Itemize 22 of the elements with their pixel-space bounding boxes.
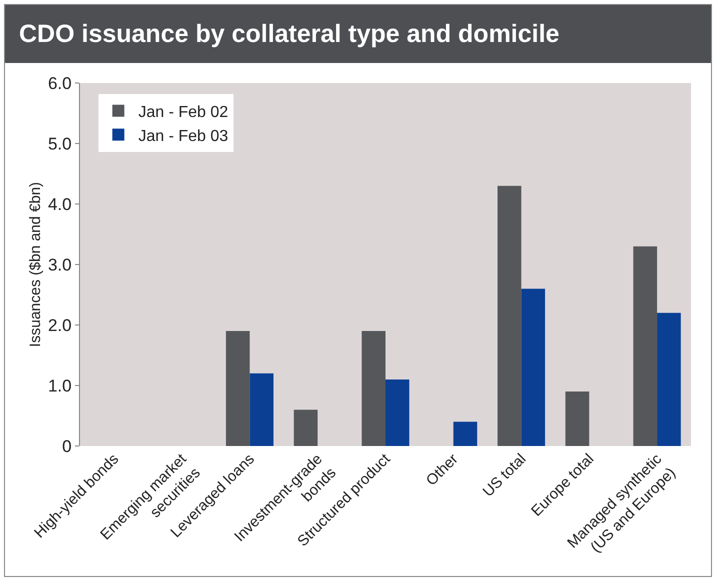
chart-title: CDO issuance by collateral type and domicile — [5, 5, 711, 63]
bar — [386, 379, 410, 446]
bar — [294, 410, 318, 446]
y-axis-title: Issuances ($bn and €bn) — [27, 182, 44, 348]
bar — [633, 246, 658, 446]
y-tick-label: 6.0 — [48, 74, 72, 93]
y-tick-label: 1.0 — [48, 376, 72, 396]
legend-label: Jan - Feb 02 — [138, 104, 228, 122]
bar — [521, 288, 546, 446]
bar — [250, 373, 274, 446]
bar — [657, 312, 681, 446]
y-tick-label: 3.0 — [48, 255, 72, 274]
y-tick-label: 4.0 — [48, 194, 72, 214]
bar — [226, 331, 250, 446]
bar — [453, 422, 478, 446]
bar — [565, 392, 590, 446]
y-tick-label: 5.0 — [48, 134, 72, 154]
legend-label: Jan - Feb 03 — [138, 128, 228, 145]
bar — [498, 186, 522, 446]
bar — [362, 331, 386, 446]
y-tick-label: 0 — [62, 436, 72, 456]
y-tick-label: 2.0 — [48, 316, 72, 335]
